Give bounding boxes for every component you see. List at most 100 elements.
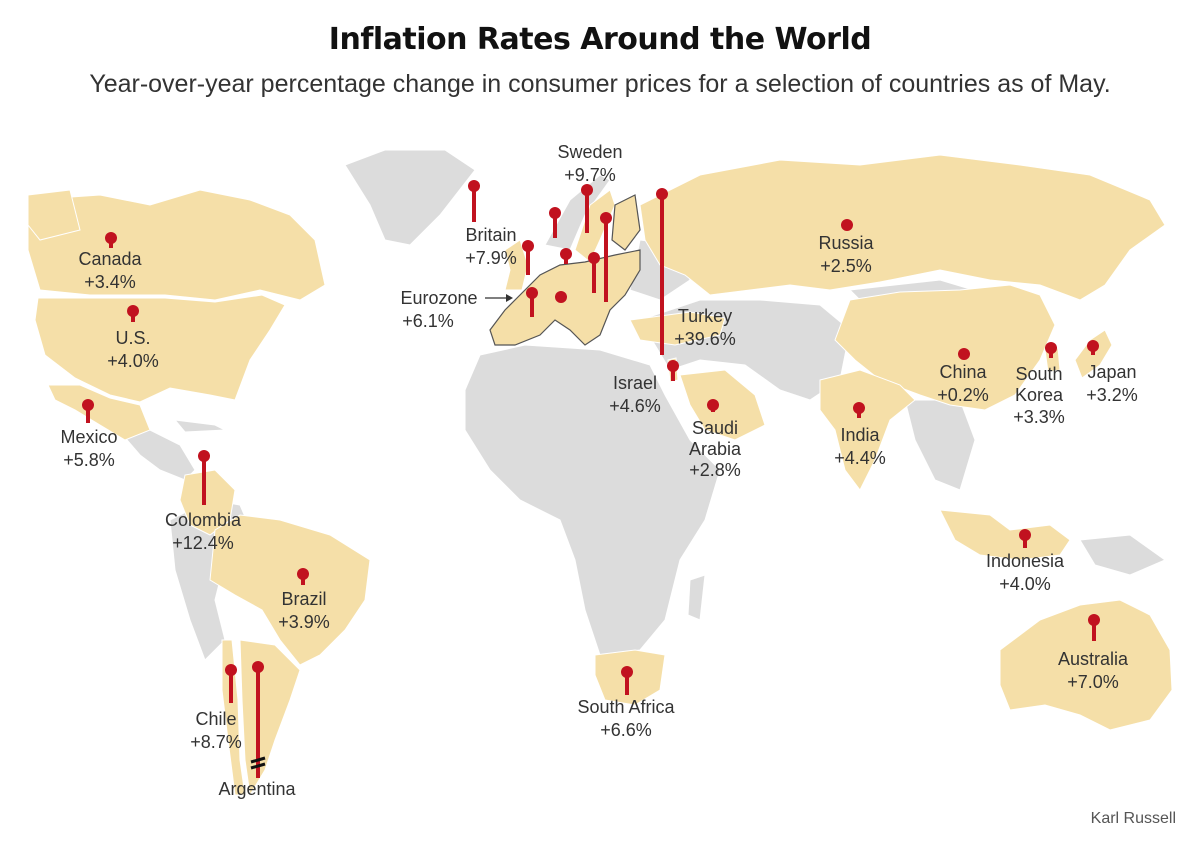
pin-eurozone-f	[526, 287, 538, 317]
pin-israel	[667, 360, 679, 381]
pin-britain	[468, 180, 480, 222]
pin-eurozone-d	[560, 248, 572, 264]
southeast-asia-shape	[904, 399, 976, 491]
pin-brazil	[297, 568, 309, 585]
value-china: +0.2%	[937, 385, 989, 405]
label-japan: Japan	[1087, 362, 1136, 382]
us-shape	[34, 294, 286, 403]
turkey-shape	[629, 311, 726, 346]
country-labels: Canada +3.4% U.S. +4.0% Mexico +5.8% Col…	[60, 142, 1137, 799]
pin-india	[853, 402, 865, 418]
value-israel: +4.6%	[609, 396, 661, 416]
eurozone-arrow	[485, 294, 513, 302]
label-sweden: Sweden	[557, 142, 622, 162]
pin-south-korea	[1045, 342, 1057, 358]
saudi-shape	[679, 369, 766, 441]
pin-canada	[105, 232, 117, 248]
label-saudi-1: Saudi	[692, 418, 738, 438]
pins	[82, 180, 1100, 778]
label-eurozone: Eurozone	[400, 288, 477, 308]
label-south-korea-2: Korea	[1015, 385, 1064, 405]
label-australia: Australia	[1058, 649, 1129, 669]
pin-eurozone-a	[549, 207, 561, 238]
pin-russia	[841, 219, 853, 231]
pin-eurozone-e	[588, 252, 600, 293]
argentina-shape	[239, 639, 301, 797]
pin-chile	[225, 664, 237, 703]
pin-indonesia	[1019, 529, 1031, 548]
label-argentina: Argentina	[218, 779, 296, 799]
label-china: China	[939, 362, 987, 382]
value-south-africa: +6.6%	[600, 720, 652, 740]
australia-shape	[999, 599, 1173, 731]
land-highlighted	[27, 154, 1173, 797]
pin-eurozone-g	[555, 291, 567, 303]
pin-mexico	[82, 399, 94, 423]
label-canada: Canada	[78, 249, 142, 269]
pin-eurozone-c	[522, 240, 534, 275]
pin-colombia	[198, 450, 210, 505]
brazil-shape	[209, 514, 371, 666]
africa-shape	[464, 344, 721, 656]
caribbean-shape	[173, 419, 227, 433]
pin-china	[958, 348, 970, 360]
value-us: +4.0%	[107, 351, 159, 371]
value-australia: +7.0%	[1067, 672, 1119, 692]
value-turkey: +39.6%	[674, 329, 736, 349]
pin-saudi	[707, 399, 719, 412]
value-canada: +3.4%	[84, 272, 136, 292]
value-chile: +8.7%	[190, 732, 242, 752]
pin-us	[127, 305, 139, 322]
label-israel: Israel	[613, 373, 657, 393]
value-britain: +7.9%	[465, 248, 517, 268]
value-saudi: +2.8%	[689, 460, 741, 480]
value-indonesia: +4.0%	[999, 574, 1051, 594]
south-africa-shape	[594, 649, 666, 706]
label-britain: Britain	[465, 225, 516, 245]
value-japan: +3.2%	[1086, 385, 1138, 405]
pin-turkey	[656, 188, 668, 355]
label-turkey: Turkey	[678, 306, 732, 326]
madagascar-shape	[687, 574, 706, 621]
canada-shape	[27, 189, 326, 301]
value-india: +4.4%	[834, 448, 886, 468]
indonesia-shape	[939, 509, 1071, 561]
pin-south-africa	[621, 666, 633, 695]
label-russia: Russia	[818, 233, 874, 253]
value-eurozone: +6.1%	[402, 311, 454, 331]
britain-shape	[504, 239, 529, 291]
pin-argentina	[250, 661, 266, 778]
pin-eurozone-b	[600, 212, 612, 302]
papua-shape	[1079, 534, 1167, 576]
mexico-shape	[47, 384, 151, 441]
label-us: U.S.	[115, 328, 150, 348]
india-shape	[819, 369, 916, 491]
china-shape	[834, 284, 1056, 411]
pin-japan	[1087, 340, 1099, 355]
label-india: India	[840, 425, 880, 445]
value-mexico: +5.8%	[63, 450, 115, 470]
credit: Karl Russell	[1090, 810, 1176, 827]
page-title: Inflation Rates Around the World	[328, 22, 872, 57]
label-south-korea-1: South	[1015, 364, 1062, 384]
page-subtitle: Year-over-year percentage change in cons…	[89, 70, 1111, 98]
label-chile: Chile	[195, 709, 236, 729]
finland-shape	[611, 194, 641, 251]
value-brazil: +3.9%	[278, 612, 330, 632]
greenland-shape	[344, 149, 476, 246]
value-colombia: +12.4%	[172, 533, 234, 553]
chile-shape	[221, 639, 246, 796]
label-indonesia: Indonesia	[986, 551, 1065, 571]
value-sweden: +9.7%	[564, 165, 616, 185]
pin-australia	[1088, 614, 1100, 641]
label-mexico: Mexico	[60, 427, 117, 447]
label-colombia: Colombia	[165, 510, 242, 530]
label-brazil: Brazil	[281, 589, 326, 609]
label-saudi-2: Arabia	[689, 439, 742, 459]
label-south-africa: South Africa	[577, 697, 675, 717]
russia-shape	[639, 154, 1166, 301]
value-russia: +2.5%	[820, 256, 872, 276]
pin-sweden	[581, 184, 593, 233]
alaska-shape	[27, 189, 81, 241]
